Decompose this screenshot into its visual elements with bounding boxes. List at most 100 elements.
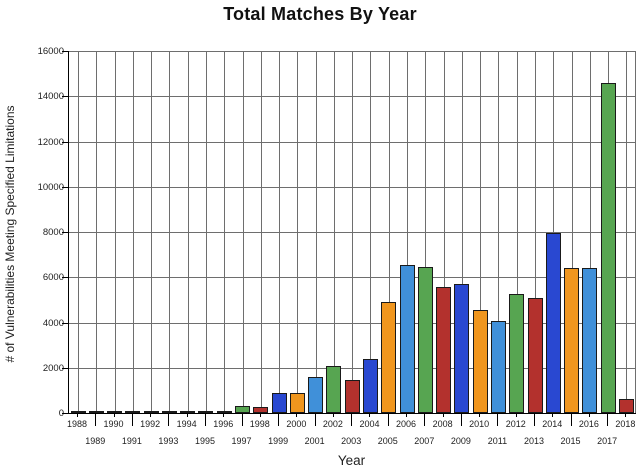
y-tick — [62, 232, 68, 233]
y-tick-label: 2000 — [42, 362, 64, 374]
x-tick-label: 1995 — [194, 436, 215, 446]
x-tick — [625, 413, 627, 417]
bar-2006 — [399, 265, 415, 413]
x-tick-labels: 1988 1989 1990 1991 1992 1993 1994 1995 1996 1997… — [67, 417, 635, 451]
y-tick-marks — [62, 51, 68, 414]
y-tick — [62, 277, 68, 279]
v-gridline — [407, 51, 409, 413]
x-tick — [351, 413, 353, 426]
x-tick — [241, 413, 243, 426]
y-tick-label: 8000 — [42, 227, 64, 238]
x-tick-label: 1994 — [176, 419, 197, 429]
x-tick-label: 2003 — [341, 436, 362, 446]
v-gridline — [96, 51, 98, 413]
y-tick — [62, 413, 68, 414]
x-tick-label: 2013 — [523, 436, 545, 446]
plot-area — [68, 51, 636, 414]
bar-2003 — [344, 380, 360, 413]
v-gridline — [352, 51, 354, 413]
chart-title: Total Matches By Year — [223, 4, 417, 24]
v-gridline — [151, 51, 153, 413]
bar-2009 — [454, 284, 470, 413]
x-tick — [424, 413, 426, 426]
v-gridline — [279, 51, 281, 413]
x-tick — [552, 413, 554, 417]
x-tick — [369, 413, 371, 417]
x-tick-label: 2007 — [414, 436, 435, 446]
bar-1999 — [271, 393, 287, 413]
x-tick-label: 1996 — [213, 419, 234, 429]
v-gridline — [297, 51, 299, 413]
x-tick-label: 2012 — [505, 419, 526, 429]
v-gridline — [260, 51, 262, 413]
v-gridline — [571, 51, 573, 413]
x-tick — [150, 413, 152, 417]
x-tick-label: 2016 — [578, 419, 599, 429]
v-gridline — [78, 51, 79, 413]
x-tick — [607, 413, 609, 426]
bar-2007 — [417, 267, 433, 413]
x-tick-label: 2000 — [286, 419, 307, 429]
x-tick-label: 2005 — [377, 436, 398, 446]
bar-2004 — [362, 359, 378, 413]
bar-2018 — [618, 399, 634, 413]
x-tick-label: 2002 — [322, 419, 343, 429]
bar-1988 — [70, 411, 86, 413]
x-tick — [460, 413, 462, 426]
bar-1993 — [161, 411, 177, 413]
bar-1990 — [107, 411, 123, 413]
bar-2015 — [564, 268, 580, 413]
x-tick-label: 2006 — [396, 419, 417, 429]
v-gridline — [370, 51, 372, 413]
y-tick — [62, 186, 68, 188]
v-gridline — [425, 51, 427, 413]
bar-2005 — [381, 302, 397, 413]
bar-1989 — [88, 411, 104, 413]
x-tick-label: 2015 — [560, 436, 581, 446]
x-tick-marks — [68, 413, 635, 429]
bar-2001 — [308, 377, 324, 413]
x-tick — [442, 413, 444, 417]
v-gridline — [480, 51, 482, 413]
x-tick — [278, 413, 280, 426]
y-tick-labels: 0 2000 4000 6000 8000 10000 12000 14000 16000 — [12, 47, 64, 419]
bar-1992 — [143, 411, 159, 413]
x-tick — [95, 413, 97, 426]
y-tick — [62, 51, 68, 52]
x-tick-label: 2004 — [359, 419, 380, 429]
x-tick-label: 1997 — [231, 436, 252, 446]
x-tick — [406, 413, 408, 417]
v-gridline — [224, 51, 226, 413]
bar-1998 — [253, 407, 269, 413]
x-tick-label: 2017 — [597, 436, 618, 446]
x-tick — [332, 413, 334, 417]
v-gridline — [461, 51, 463, 413]
x-tick-label: 2009 — [450, 436, 471, 446]
y-tick-label: 16000 — [37, 46, 64, 57]
v-gridline — [114, 51, 116, 413]
v-gridline — [333, 51, 335, 413]
x-tick — [570, 413, 572, 426]
x-tick — [259, 413, 261, 417]
y-tick — [62, 367, 68, 369]
y-tick-label: 6000 — [42, 272, 64, 284]
y-tick — [62, 96, 68, 98]
v-gridline — [315, 51, 317, 413]
y-tick-label: 0 — [12, 409, 64, 419]
x-tick — [186, 413, 188, 417]
x-tick — [131, 413, 133, 426]
y-tick-label: 10000 — [37, 181, 64, 193]
x-tick-label: 2010 — [469, 419, 490, 429]
v-gridline — [443, 51, 445, 413]
x-tick-label: 2011 — [487, 436, 508, 446]
v-gridline — [132, 51, 134, 413]
x-tick-label: 1998 — [249, 419, 270, 429]
v-gridline — [205, 51, 207, 413]
x-tick-label: 1993 — [158, 436, 179, 446]
bar-1991 — [125, 411, 141, 413]
x-axis-label: Year — [337, 453, 366, 468]
x-tick — [223, 413, 225, 417]
v-gridline — [388, 51, 390, 413]
x-tick-label: 1992 — [140, 419, 161, 429]
v-gridline — [535, 51, 536, 413]
